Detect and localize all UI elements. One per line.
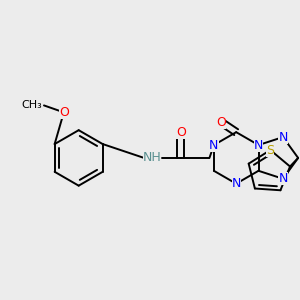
Text: O: O [176, 126, 186, 139]
Text: CH₃: CH₃ [21, 100, 42, 110]
Text: N: N [232, 177, 241, 190]
Text: N: N [209, 139, 219, 152]
Text: O: O [59, 106, 69, 119]
Text: N: N [278, 130, 288, 144]
Text: S: S [266, 144, 274, 157]
Text: N: N [254, 139, 263, 152]
Text: N: N [278, 172, 288, 185]
Text: NH: NH [142, 152, 161, 164]
Text: O: O [216, 116, 226, 129]
